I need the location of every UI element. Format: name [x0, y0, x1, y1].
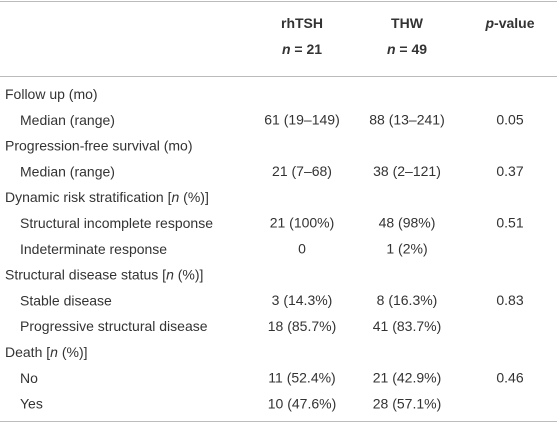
cell: 18 (85.7%)	[268, 318, 336, 334]
text-run: -value	[494, 15, 535, 31]
cell: 38 (2–121)	[373, 163, 441, 179]
section-label: Progression-free survival (mo)	[5, 137, 193, 153]
row-label: Stable disease	[20, 292, 112, 308]
cell: 41 (83.7%)	[373, 318, 441, 334]
text-run: THW	[391, 15, 424, 31]
text-run: Progression-free survival (mo)	[5, 137, 193, 153]
cell: 0.37	[496, 163, 523, 179]
section-label: Follow up (mo)	[5, 86, 98, 102]
cell: 3 (14.3%)	[272, 292, 333, 308]
text-run: Median (range)	[20, 163, 115, 179]
text-run: (%)]	[179, 189, 209, 205]
text-run: Indeterminate response	[20, 241, 167, 257]
text-run: Structural disease status [	[5, 266, 166, 282]
text-run: No	[20, 370, 38, 386]
italic-run: n	[166, 266, 174, 282]
column-header: n = 21	[282, 41, 322, 57]
section-label: Death [n (%)]	[5, 344, 88, 360]
column-header: n = 49	[387, 41, 427, 57]
row-label: Structural incomplete response	[20, 215, 213, 231]
column-header: rhTSH	[281, 15, 323, 31]
italic-run: n	[282, 41, 291, 57]
section-label: Structural disease status [n (%)]	[5, 266, 203, 282]
text-run: Yes	[20, 395, 43, 411]
cell: 8 (16.3%)	[377, 292, 438, 308]
text-run: (%)]	[58, 344, 88, 360]
italic-run: n	[50, 344, 58, 360]
cell: 0.05	[496, 112, 523, 128]
text-run: Death [	[5, 344, 50, 360]
text-run: Dynamic risk stratification [	[5, 189, 172, 205]
cell: 61 (19–149)	[264, 112, 340, 128]
cell: 21 (100%)	[270, 215, 335, 231]
row-label: Median (range)	[20, 163, 115, 179]
text-run: rhTSH	[281, 15, 323, 31]
column-header: THW	[391, 15, 424, 31]
text-run: Follow up (mo)	[5, 86, 98, 102]
cell: 10 (47.6%)	[268, 395, 336, 411]
row-label: Yes	[20, 395, 43, 411]
row-label: No	[20, 370, 38, 386]
column-header: p-value	[484, 15, 534, 31]
italic-run: p	[484, 15, 494, 31]
text-run: = 49	[396, 41, 428, 57]
cell: 48 (98%)	[379, 215, 436, 231]
text-run: (%)]	[174, 266, 204, 282]
text-run: Progressive structural disease	[20, 318, 208, 334]
cell: 28 (57.1%)	[373, 395, 441, 411]
cell: 11 (52.4%)	[268, 370, 335, 386]
cell: 0.46	[496, 370, 523, 386]
text-run: = 21	[291, 41, 323, 57]
italic-run: n	[387, 41, 396, 57]
section-label: Dynamic risk stratification [n (%)]	[5, 189, 209, 205]
text-run: Structural incomplete response	[20, 215, 213, 231]
cell: 0.51	[496, 215, 523, 231]
cell: 0.83	[496, 292, 523, 308]
row-label: Progressive structural disease	[20, 318, 208, 334]
row-label: Median (range)	[20, 112, 115, 128]
cell: 88 (13–241)	[369, 112, 445, 128]
cell: 0	[298, 241, 306, 257]
text-run: Median (range)	[20, 112, 115, 128]
cell: 21 (7–68)	[272, 163, 332, 179]
row-label: Indeterminate response	[20, 241, 167, 257]
cell: 21 (42.9%)	[373, 370, 441, 386]
italic-run: n	[171, 189, 179, 205]
cell: 1 (2%)	[386, 241, 427, 257]
text-run: Stable disease	[20, 292, 112, 308]
